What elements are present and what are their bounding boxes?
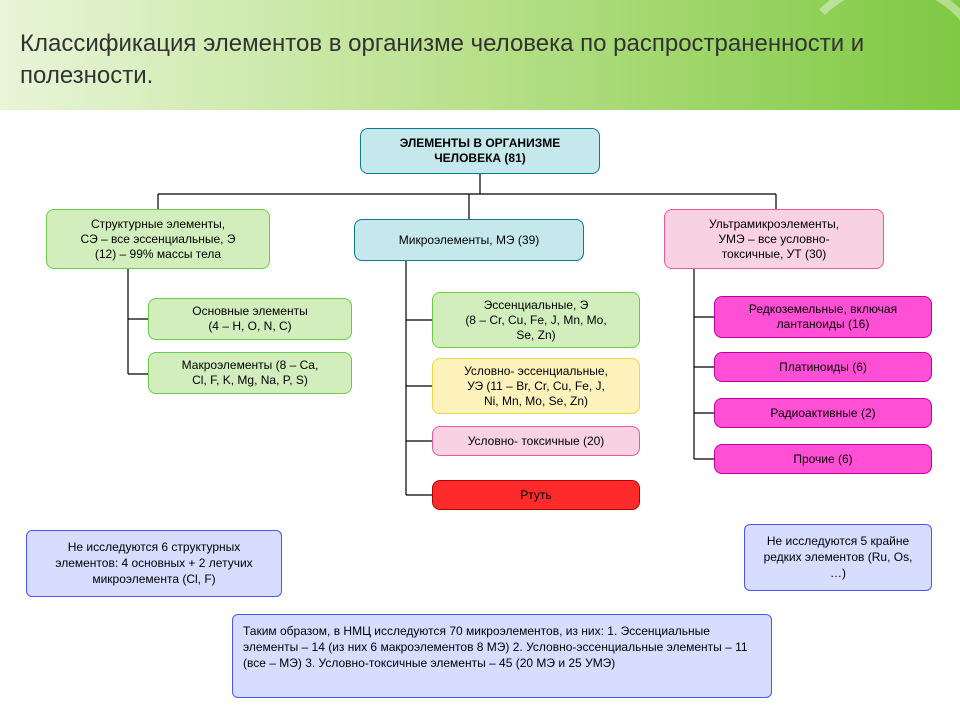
- footnote-right: Не исследуются 5 крайне редких элементов…: [744, 524, 932, 591]
- node-uslov_e: Условно- эссенциальные, УЭ (11 – Br, Cr,…: [432, 358, 640, 414]
- node-rtut: Ртуть: [432, 480, 640, 510]
- node-plat: Платиноиды (6): [714, 352, 932, 382]
- node-makro: Макроэлементы (8 – Ca, Cl, F, K, Mg, Na,…: [148, 352, 352, 394]
- node-micro: Микроэлементы, МЭ (39): [354, 219, 584, 261]
- node-root: ЭЛЕМЕНТЫ В ОРГАНИЗМЕ ЧЕЛОВЕКА (81): [360, 128, 600, 174]
- footnote-left: Не исследуются 6 структурных элементов: …: [26, 530, 282, 597]
- node-ultra: Ультрамикроэлементы, УМЭ – все условно- …: [664, 209, 884, 269]
- footnote-bottom: Таким образом, в НМЦ исследуются 70 микр…: [232, 614, 772, 698]
- node-essen: Эссенциальные, Э (8 – Cr, Cu, Fe, J, Mn,…: [432, 292, 640, 348]
- node-proch: Прочие (6): [714, 444, 932, 474]
- connector-3: [694, 269, 714, 459]
- node-radio: Радиоактивные (2): [714, 398, 932, 428]
- page-title: Классификация элементов в организме чело…: [20, 28, 920, 93]
- node-osnov: Основные элементы (4 – H, O, N, C): [148, 298, 352, 340]
- node-uslov_t: Условно- токсичные (20): [432, 426, 640, 456]
- node-redko: Редкоземельные, включая лантаноиды (16): [714, 296, 932, 338]
- node-struct: Структурные элементы, СЭ – все эссенциал…: [46, 209, 270, 269]
- connector-1: [128, 269, 148, 374]
- connector-2: [406, 261, 432, 495]
